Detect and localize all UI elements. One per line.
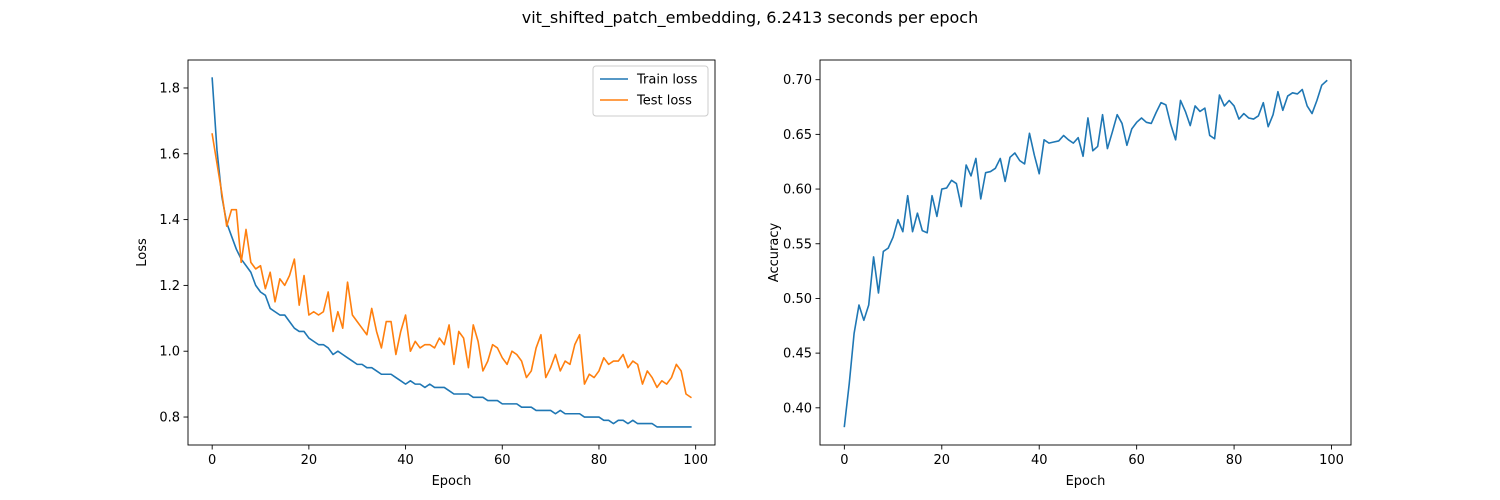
accuracy-x-axis-label: Epoch [1066, 474, 1106, 489]
loss-legend-label: Train loss [636, 73, 698, 88]
accuracy-chart: 0 20 40 60 80 100 0.40 0.45 0.50 0.55 0.60 0.65 0.70… [767, 59, 1352, 489]
accuracy-y-tick-label: 0.40 [783, 401, 812, 416]
accuracy-x-tick-label: 100 [1319, 453, 1344, 468]
accuracy-x-tick-label: 40 [1031, 453, 1048, 468]
accuracy-y-tick-label: 0.70 [783, 73, 812, 88]
loss-x-tick-label: 20 [301, 453, 318, 468]
accuracy-x-tick-label: 60 [1128, 453, 1145, 468]
loss-chart: 0 20 40 60 80 100 0.8 1.0 1.2 1.4 1.6 1.8 Epoch Loss T… [135, 59, 716, 489]
loss-legend-label: Test loss [636, 94, 692, 109]
accuracy-x-tick-label: 20 [934, 453, 951, 468]
loss-y-tick-label: 1.2 [159, 279, 180, 294]
loss-axes-frame [187, 59, 716, 446]
loss-y-tick-label: 1.6 [159, 147, 180, 162]
loss-y-tick-label: 1.0 [159, 345, 180, 360]
accuracy-x-tick-label: 80 [1226, 453, 1243, 468]
accuracy-axes-frame [819, 59, 1352, 446]
accuracy-y-axis-label: Accuracy [767, 223, 782, 283]
accuracy-y-tick-label: 0.55 [783, 237, 812, 252]
accuracy-series-line-0 [843, 79, 1328, 428]
accuracy-y-tick-label: 0.65 [783, 128, 812, 143]
loss-x-tick-label: 100 [683, 453, 708, 468]
figure-suptitle: vit_shifted_patch_embedding, 6.2413 seco… [522, 8, 979, 28]
loss-y-tick-label: 1.4 [159, 213, 180, 228]
accuracy-x-tick-label: 0 [840, 453, 848, 468]
loss-y-tick-label: 1.8 [159, 81, 180, 96]
loss-x-tick-label: 40 [397, 453, 414, 468]
loss-x-tick-label: 0 [208, 453, 216, 468]
loss-series-line-test-loss [211, 133, 692, 399]
loss-y-tick-label: 0.8 [159, 411, 180, 426]
loss-x-axis-label: Epoch [432, 474, 472, 489]
accuracy-y-tick-label: 0.60 [783, 183, 812, 198]
accuracy-y-tick-label: 0.50 [783, 292, 812, 307]
loss-y-axis-label: Loss [135, 238, 150, 267]
accuracy-y-tick-label: 0.45 [783, 347, 812, 362]
loss-x-tick-label: 60 [494, 453, 511, 468]
loss-series-line-train-loss [211, 77, 692, 428]
loss-legend: Train loss Test loss [592, 65, 709, 117]
loss-x-tick-label: 80 [591, 453, 608, 468]
